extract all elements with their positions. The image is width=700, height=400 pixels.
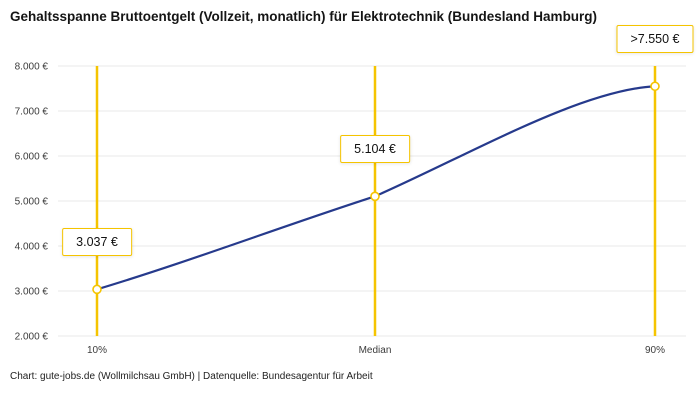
data-point-marker <box>650 81 660 92</box>
value-label-90pct: >7.550 € <box>616 25 694 54</box>
y-tick-label: 2.000 € <box>15 332 49 343</box>
x-tick-label: 10% <box>87 345 107 356</box>
y-tick-label: 3.000 € <box>15 287 49 298</box>
value-label-median: 5.104 € <box>340 135 410 164</box>
y-tick-label: 7.000 € <box>15 107 49 118</box>
chart-title: Gehaltsspanne Bruttoentgelt (Vollzeit, m… <box>10 9 598 24</box>
y-tick-label: 4.000 € <box>15 242 49 253</box>
chart-attribution: Chart: gute-jobs.de (Wollmilchsau GmbH) … <box>10 371 373 382</box>
y-tick-label: 8.000 € <box>15 62 49 73</box>
x-tick-label: 90% <box>645 345 665 356</box>
y-tick-label: 5.000 € <box>15 197 49 208</box>
x-tick-label: Median <box>359 345 392 356</box>
data-point-marker <box>370 191 380 202</box>
data-point-marker <box>92 284 102 295</box>
value-label-10pct: 3.037 € <box>62 228 132 257</box>
y-tick-label: 6.000 € <box>15 152 49 163</box>
